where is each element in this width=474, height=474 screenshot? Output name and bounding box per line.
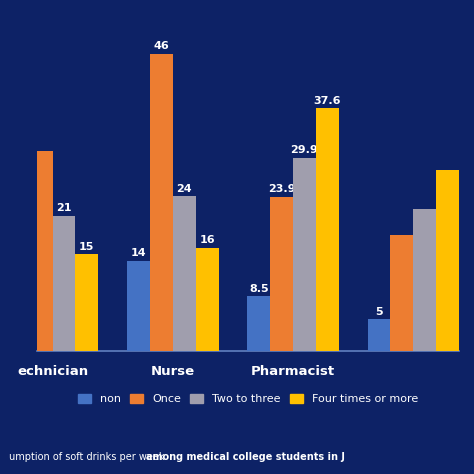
Text: umption of soft drinks per week: umption of soft drinks per week — [9, 452, 168, 462]
Bar — [316, 108, 339, 351]
Bar — [270, 197, 293, 351]
Bar — [53, 216, 75, 351]
Text: 16: 16 — [199, 236, 215, 246]
Bar — [150, 54, 173, 351]
Text: 37.6: 37.6 — [314, 96, 341, 106]
Bar — [173, 196, 196, 351]
Bar — [368, 319, 391, 351]
Text: 23.9: 23.9 — [268, 184, 295, 194]
Text: 21: 21 — [56, 203, 72, 213]
Text: 14: 14 — [131, 248, 146, 258]
Text: among medical college students in J: among medical college students in J — [146, 452, 345, 462]
Bar — [127, 261, 150, 351]
Bar — [196, 248, 219, 351]
Bar — [436, 170, 459, 351]
Legend: non, Once, Two to three, Four times or more: non, Once, Two to three, Four times or m… — [76, 392, 420, 407]
Bar — [247, 296, 270, 351]
Text: 46: 46 — [154, 41, 169, 51]
Text: 8.5: 8.5 — [249, 284, 269, 294]
Text: 24: 24 — [176, 183, 192, 193]
Bar — [30, 151, 53, 351]
Text: 5: 5 — [375, 307, 383, 317]
Bar — [293, 158, 316, 351]
Text: 29.9: 29.9 — [291, 146, 319, 155]
Text: 15: 15 — [79, 242, 94, 252]
Bar — [413, 209, 436, 351]
Bar — [391, 235, 413, 351]
Bar — [75, 255, 98, 351]
Bar — [7, 216, 30, 351]
